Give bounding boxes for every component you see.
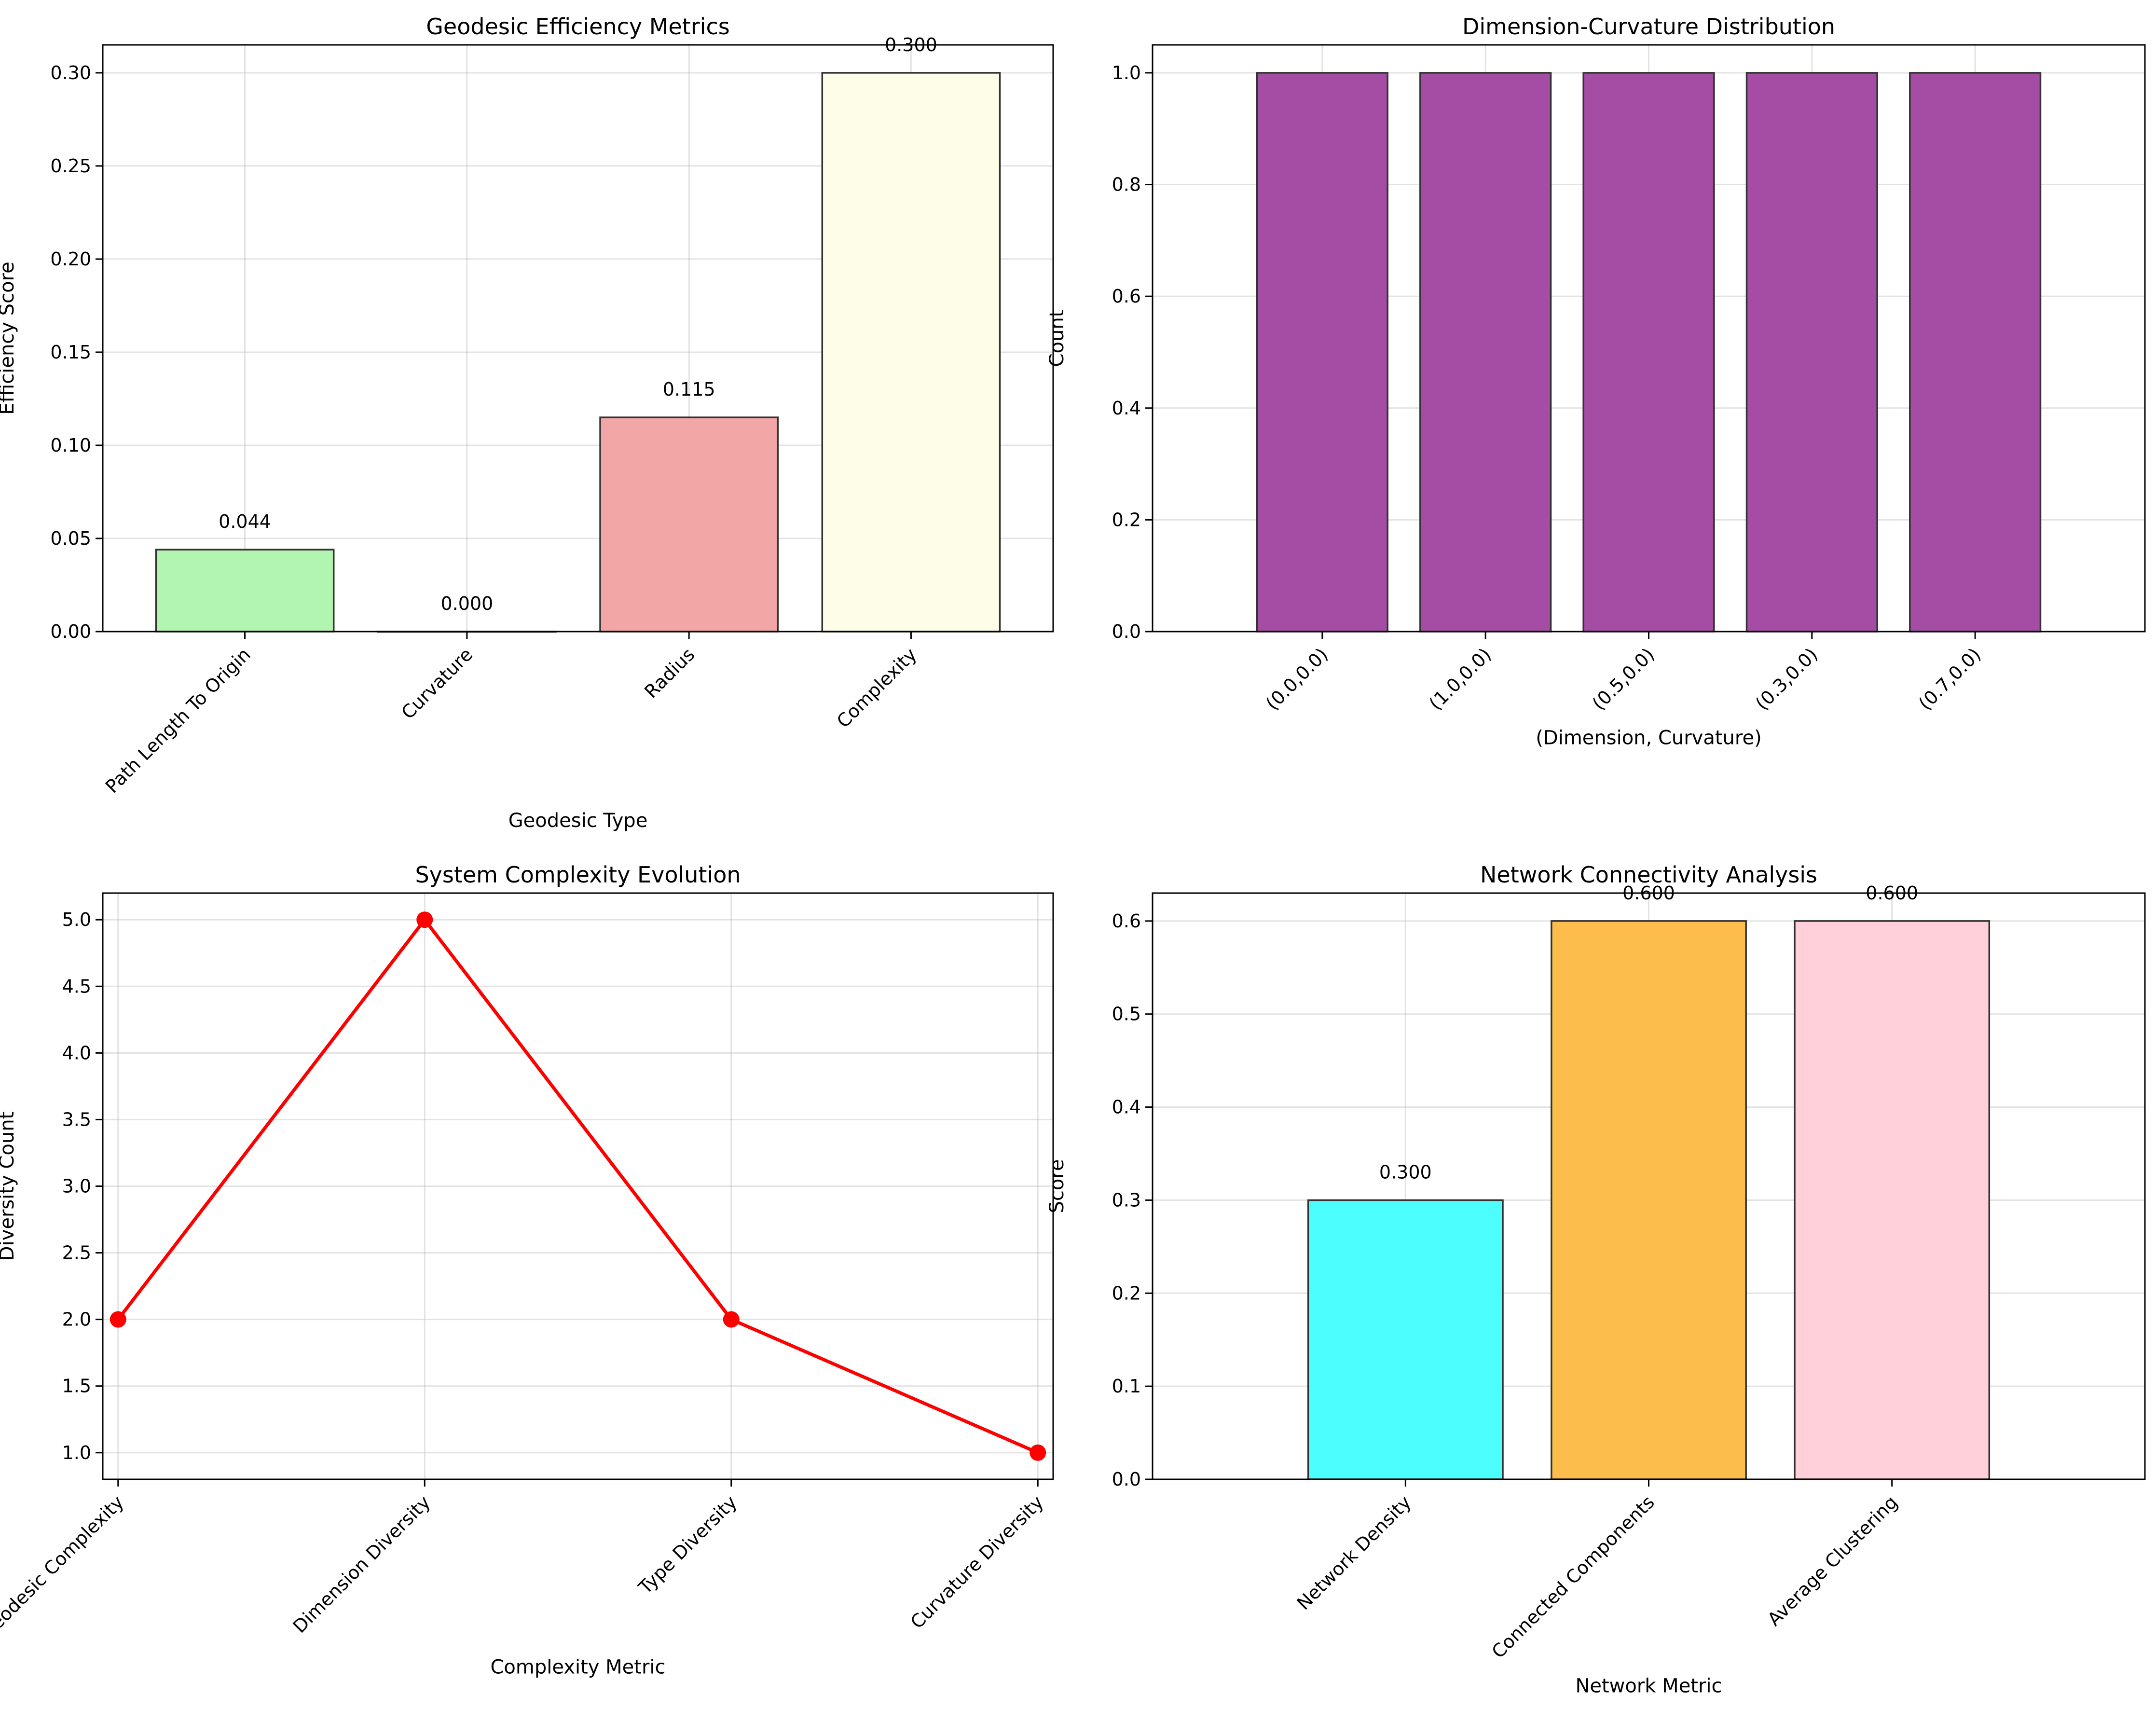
y-tick-label: 0.05 — [50, 528, 91, 549]
x-tick-label: (0.3,0.0) — [1751, 644, 1822, 714]
y-tick-label: 2.5 — [62, 1242, 91, 1264]
y-tick-label: 0.4 — [1112, 398, 1141, 419]
bar — [155, 549, 335, 633]
bar — [1256, 72, 1388, 633]
y-tick-label: 0.10 — [50, 435, 91, 456]
x-tick-label: Radius — [640, 644, 699, 702]
y-tick-label: 1.0 — [1112, 62, 1141, 83]
y-tick-label: 1.0 — [62, 1442, 91, 1463]
bar-value-label: 0.044 — [219, 511, 271, 532]
y-axis-label: Efficiency Score — [0, 262, 18, 414]
y-axis-label: Count — [1046, 310, 1068, 367]
y-tick-label: 0.2 — [1112, 509, 1141, 530]
chart-title: Dimension-Curvature Distribution — [1462, 14, 1835, 40]
y-tick-label: 0.8 — [1112, 174, 1141, 195]
y-tick-label: 0.15 — [50, 342, 91, 363]
y-tick-label: 0.1 — [1112, 1376, 1141, 1397]
bar — [599, 416, 779, 633]
x-tick-label: (0.0,0.0) — [1262, 644, 1332, 714]
y-tick-label: 1.5 — [62, 1376, 91, 1397]
y-tick-label: 0.5 — [1112, 1004, 1141, 1025]
chart-title: Network Connectivity Analysis — [1480, 862, 1817, 888]
chart-dimcurv: 0.0 0.2 0.4 0.6 0.8 1.0 (0.0,0.0) (1.0,0.0) (0.5… — [1046, 14, 2146, 749]
bar-value-label: 0.115 — [663, 379, 715, 400]
bar — [1794, 920, 1991, 1480]
x-tick-label: Network Density — [1293, 1491, 1415, 1614]
y-tick-label: 0.6 — [1112, 286, 1141, 307]
series-point — [723, 1311, 740, 1328]
x-axis-label: (Dimension, Curvature) — [1536, 727, 1761, 749]
bar — [1909, 72, 2042, 633]
y-axis-label: Score — [1046, 1159, 1068, 1213]
y-tick-label: 0.3 — [1112, 1189, 1141, 1211]
bar-value-label: 0.300 — [1379, 1161, 1432, 1183]
x-tick-label: (0.7,0.0) — [1914, 644, 1985, 714]
y-tick-label: 0.4 — [1112, 1097, 1141, 1118]
x-axis-label: Complexity Metric — [491, 1656, 666, 1678]
y-tick-label: 5.0 — [62, 909, 91, 930]
x-tick-label: Type Diversity — [634, 1491, 741, 1598]
y-tick-label: 0.2 — [1112, 1282, 1141, 1304]
series-line — [116, 918, 1039, 1454]
x-tick-label: Geodesic Complexity — [0, 1491, 128, 1643]
series-point — [110, 1311, 126, 1328]
chart-complexity: 1.0 1.5 2.0 2.5 3.0 3.5 4.0 4.5 5.0 Geodesic Comp… — [0, 862, 1054, 1678]
bar — [1419, 72, 1552, 633]
series-point — [416, 911, 433, 928]
x-tick-label: (0.5,0.0) — [1588, 644, 1659, 714]
x-tick-label: Curvature — [397, 644, 477, 723]
chart-geodesic: 0.0440.0000.1150.3000.000.050.100.150.20… — [0, 14, 1054, 832]
x-tick-label: Connected Components — [1488, 1491, 1659, 1662]
y-tick-label: 3.5 — [62, 1109, 91, 1130]
y-tick-label: 0.25 — [50, 155, 91, 177]
y-tick-label: 4.5 — [62, 976, 91, 997]
x-tick-label: Curvature Diversity — [906, 1491, 1048, 1633]
x-axis-label: Geodesic Type — [508, 810, 648, 832]
y-tick-label: 0.20 — [50, 248, 91, 270]
y-tick-label: 0.30 — [50, 62, 91, 83]
x-tick-label: Path Length To Origin — [101, 644, 255, 797]
bar — [821, 72, 1001, 633]
y-tick-label: 0.0 — [1112, 621, 1141, 642]
y-tick-label: 0.0 — [1112, 1469, 1141, 1490]
bar — [1307, 1199, 1504, 1480]
series-point — [1030, 1444, 1046, 1461]
axes-frame — [102, 44, 1054, 633]
chart-title: Geodesic Efficiency Metrics — [426, 14, 729, 40]
bar-value-label: 0.000 — [440, 593, 493, 614]
y-tick-label: 2.0 — [62, 1309, 91, 1330]
x-axis-label: Network Metric — [1575, 1675, 1722, 1697]
bar — [1745, 72, 1878, 633]
y-tick-label: 0.00 — [50, 621, 91, 642]
x-tick-label: Average Clustering — [1763, 1491, 1902, 1630]
bar — [1582, 72, 1715, 633]
y-axis-label: Diversity Count — [0, 1112, 18, 1261]
x-tick-label: (1.0,0.0) — [1425, 644, 1495, 714]
y-tick-label: 3.0 — [62, 1176, 91, 1197]
y-tick-label: 4.0 — [62, 1042, 91, 1063]
y-tick-label: 0.6 — [1112, 910, 1141, 932]
chart-title: System Complexity Evolution — [415, 862, 741, 888]
x-tick-label: Complexity — [833, 644, 921, 732]
bar — [1551, 920, 1747, 1480]
x-tick-label: Dimension Diversity — [289, 1491, 435, 1637]
